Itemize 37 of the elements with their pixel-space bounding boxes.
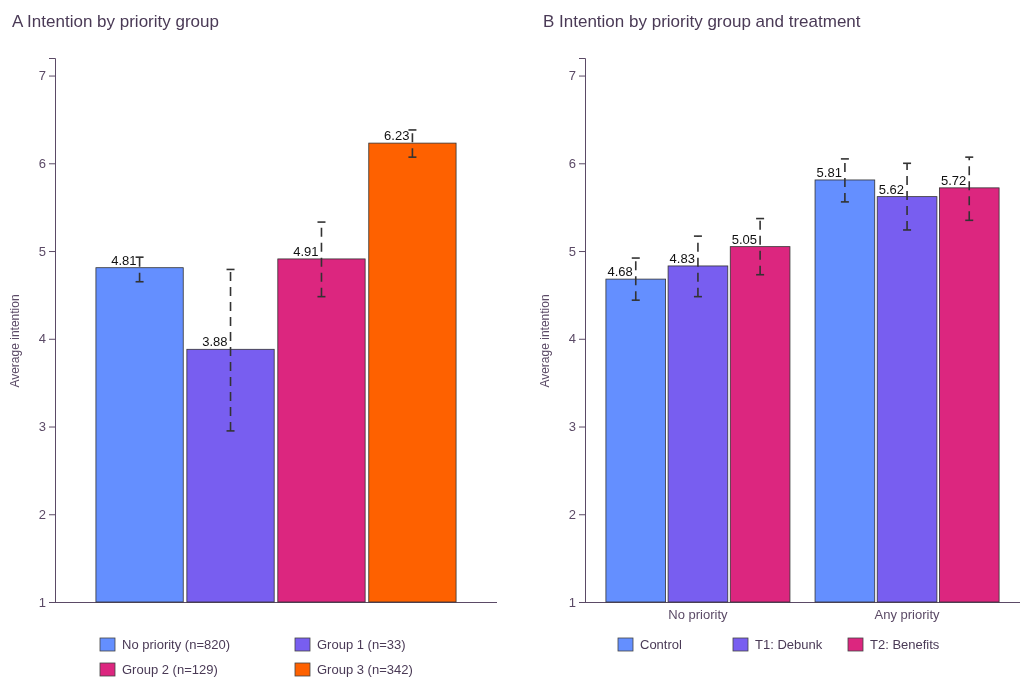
- legend-label: No priority (n=820): [122, 637, 231, 652]
- y-tick-label: 2: [568, 506, 576, 522]
- y-tick-label: 6: [568, 155, 576, 171]
- data-label: 6.23: [384, 128, 410, 144]
- y-tick-label: 3: [568, 419, 576, 435]
- legend-label: T2: Benefits: [870, 637, 940, 652]
- x-tick-label: Any priority: [874, 607, 941, 623]
- data-label: 4.83: [669, 250, 695, 266]
- y-tick-label: 7: [38, 68, 46, 84]
- y-tick-label: 4: [38, 331, 46, 347]
- legend-label: Group 2 (n=129): [122, 662, 218, 677]
- data-label: 5.62: [878, 181, 905, 197]
- chart-title: A Intention by priority group: [12, 12, 219, 31]
- data-label: 5.05: [731, 231, 758, 247]
- y-tick-label: 1: [38, 594, 46, 610]
- y-tick-label: 6: [38, 155, 46, 171]
- legend-label: Control: [640, 637, 683, 652]
- data-label: 4.91: [293, 243, 319, 259]
- y-axis-title: Average intention: [538, 294, 552, 388]
- y-tick-label: 3: [38, 419, 46, 435]
- legend-label: Group 3 (n=342): [317, 662, 413, 677]
- y-tick-label: 1: [568, 594, 576, 610]
- data-label: 4.81: [111, 252, 137, 268]
- y-axis-title: Average intention: [8, 294, 22, 388]
- data-label: 4.68: [607, 264, 633, 280]
- data-label: 5.81: [816, 164, 842, 180]
- y-tick-label: 7: [568, 68, 576, 84]
- chart-title: B Intention by priority group and treatment: [543, 12, 861, 31]
- legend-label: T1: Debunk: [755, 637, 823, 652]
- data-label: 3.88: [202, 334, 228, 350]
- x-tick-label: No priority: [668, 607, 729, 623]
- y-tick-label: 5: [38, 243, 46, 259]
- y-tick-label: 5: [568, 243, 576, 259]
- y-tick-label: 4: [568, 331, 576, 347]
- y-tick-label: 2: [38, 506, 46, 522]
- data-label: 5.72: [940, 172, 967, 188]
- legend-label: Group 1 (n=33): [317, 637, 406, 652]
